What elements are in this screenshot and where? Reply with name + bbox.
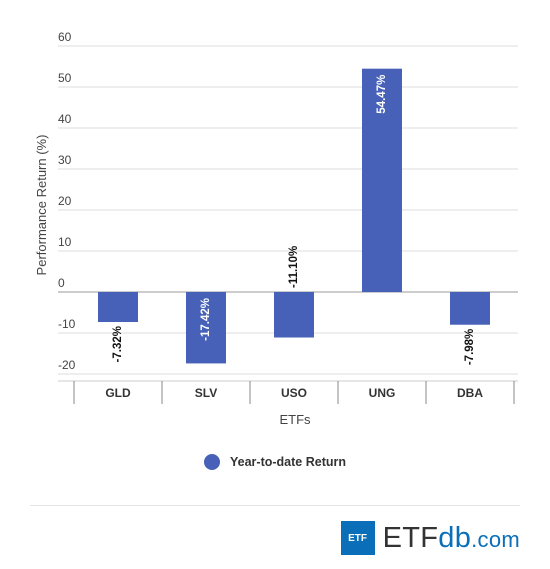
wordmark-db: db (438, 521, 472, 554)
y-tick-label: 0 (58, 276, 65, 290)
footer-divider (30, 505, 520, 506)
etfdb-wordmark: ETFdb.com (383, 522, 520, 555)
legend-label: Year-to-date Return (230, 455, 346, 469)
x-tick-label: GLD (105, 386, 131, 400)
bar (362, 68, 402, 292)
etfdb-logo: ETF ETFdb.com (340, 521, 520, 555)
y-axis-ticks: -20 -10 0 10 20 30 40 50 60 (58, 30, 76, 372)
legend-swatch (204, 454, 220, 470)
x-tick-label: USO (281, 386, 307, 400)
wordmark-etf: ETF (382, 521, 439, 554)
bar (450, 292, 490, 325)
y-tick-label: 60 (58, 30, 72, 44)
y-axis-title: Performance Return (%) (34, 135, 49, 276)
data-label: -11.10% (288, 246, 300, 288)
y-tick-label: 50 (58, 71, 72, 85)
data-labels: -7.32% -17.42% -11.10% 54.47% -7.98% (112, 75, 476, 365)
bar (186, 292, 226, 364)
bars (98, 68, 490, 364)
wordmark-com: .com (471, 526, 520, 552)
etf-logo-badge: ETF (340, 521, 375, 555)
data-label: -7.32% (112, 326, 124, 362)
bar (274, 292, 314, 338)
y-tick-label: 10 (58, 235, 72, 249)
y-tick-label: -10 (58, 317, 76, 331)
x-axis-title: ETFs (279, 412, 311, 427)
y-tick-label: 30 (58, 153, 72, 167)
x-tick-label: SLV (195, 386, 217, 400)
data-label: -17.42% (200, 298, 212, 341)
x-tick-label: UNG (369, 386, 396, 400)
y-tick-label: 20 (58, 194, 72, 208)
data-label: -7.98% (464, 329, 476, 365)
y-tick-label: 40 (58, 112, 72, 126)
legend: Year-to-date Return (0, 454, 550, 470)
bar-chart: -20 -10 0 10 20 30 40 50 60 -7.32% -17.42% -11.10%… (34, 30, 518, 427)
data-label: 54.47% (376, 75, 388, 114)
y-tick-label: -20 (58, 358, 76, 372)
x-tick-label: DBA (457, 386, 483, 400)
bar (98, 292, 138, 323)
x-axis: GLD SLV USO UNG DBA (58, 380, 518, 404)
